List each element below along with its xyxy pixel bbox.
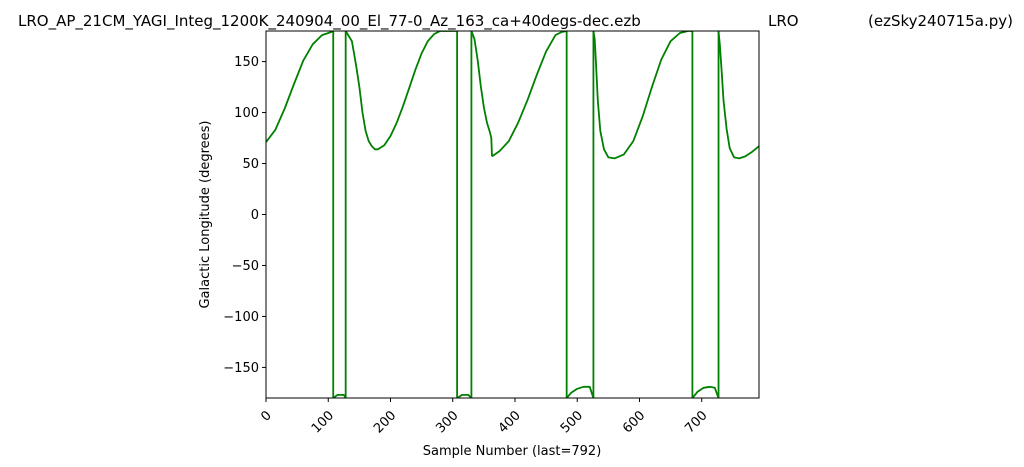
series-line-segment-0-1 [332, 394, 347, 398]
x-tick-label: 300 [433, 408, 461, 436]
x-tick-label: 700 [682, 408, 710, 436]
y-tick-label: 150 [234, 55, 259, 70]
y-tick-label: 100 [234, 106, 259, 121]
plot-area [266, 31, 759, 398]
series-line-segment-0-2 [344, 31, 458, 151]
series-line-segment-0-6 [566, 385, 595, 398]
y-tick-label: 50 [242, 157, 259, 172]
series-line-segment-0-9 [717, 31, 759, 160]
chart-program-label: (ezSky240715a.py) [868, 12, 1013, 30]
series-line-segment-0-5 [491, 31, 567, 158]
x-axis-label: Sample Number (last=792) [423, 444, 602, 459]
plot-frame [265, 30, 760, 399]
x-tick-label: 600 [620, 408, 648, 436]
series-line-segment-0-3 [456, 394, 473, 398]
series-line-segment-0-8 [691, 385, 720, 398]
y-tick-label: −100 [223, 310, 259, 325]
series-line-segment-0-7 [592, 31, 693, 160]
x-tick-label: 200 [371, 408, 399, 436]
series-line-segment-0-4 [470, 31, 493, 157]
y-tick-label: −50 [232, 259, 259, 274]
series-line-segment-0-0 [266, 31, 334, 143]
x-tick-label: 400 [496, 408, 524, 436]
chart-station-label: LRO [768, 12, 799, 30]
x-axis-ticks: 0 100 200 300 400 500 600 700 [258, 398, 711, 436]
x-tick-label: 0 [258, 408, 274, 424]
y-axis-ticks: 150 100 50 0 −50 −100 −150 [223, 55, 266, 376]
y-tick-label: 0 [251, 208, 259, 223]
x-tick-label: 500 [558, 408, 586, 436]
chart-filename-title: LRO_AP_21CM_YAGI_Integ_1200K_240904_00_E… [18, 12, 641, 31]
x-tick-label: 100 [309, 408, 337, 436]
y-axis-label: Galactic Longitude (degrees) [198, 120, 213, 308]
y-tick-label: −150 [223, 361, 259, 376]
